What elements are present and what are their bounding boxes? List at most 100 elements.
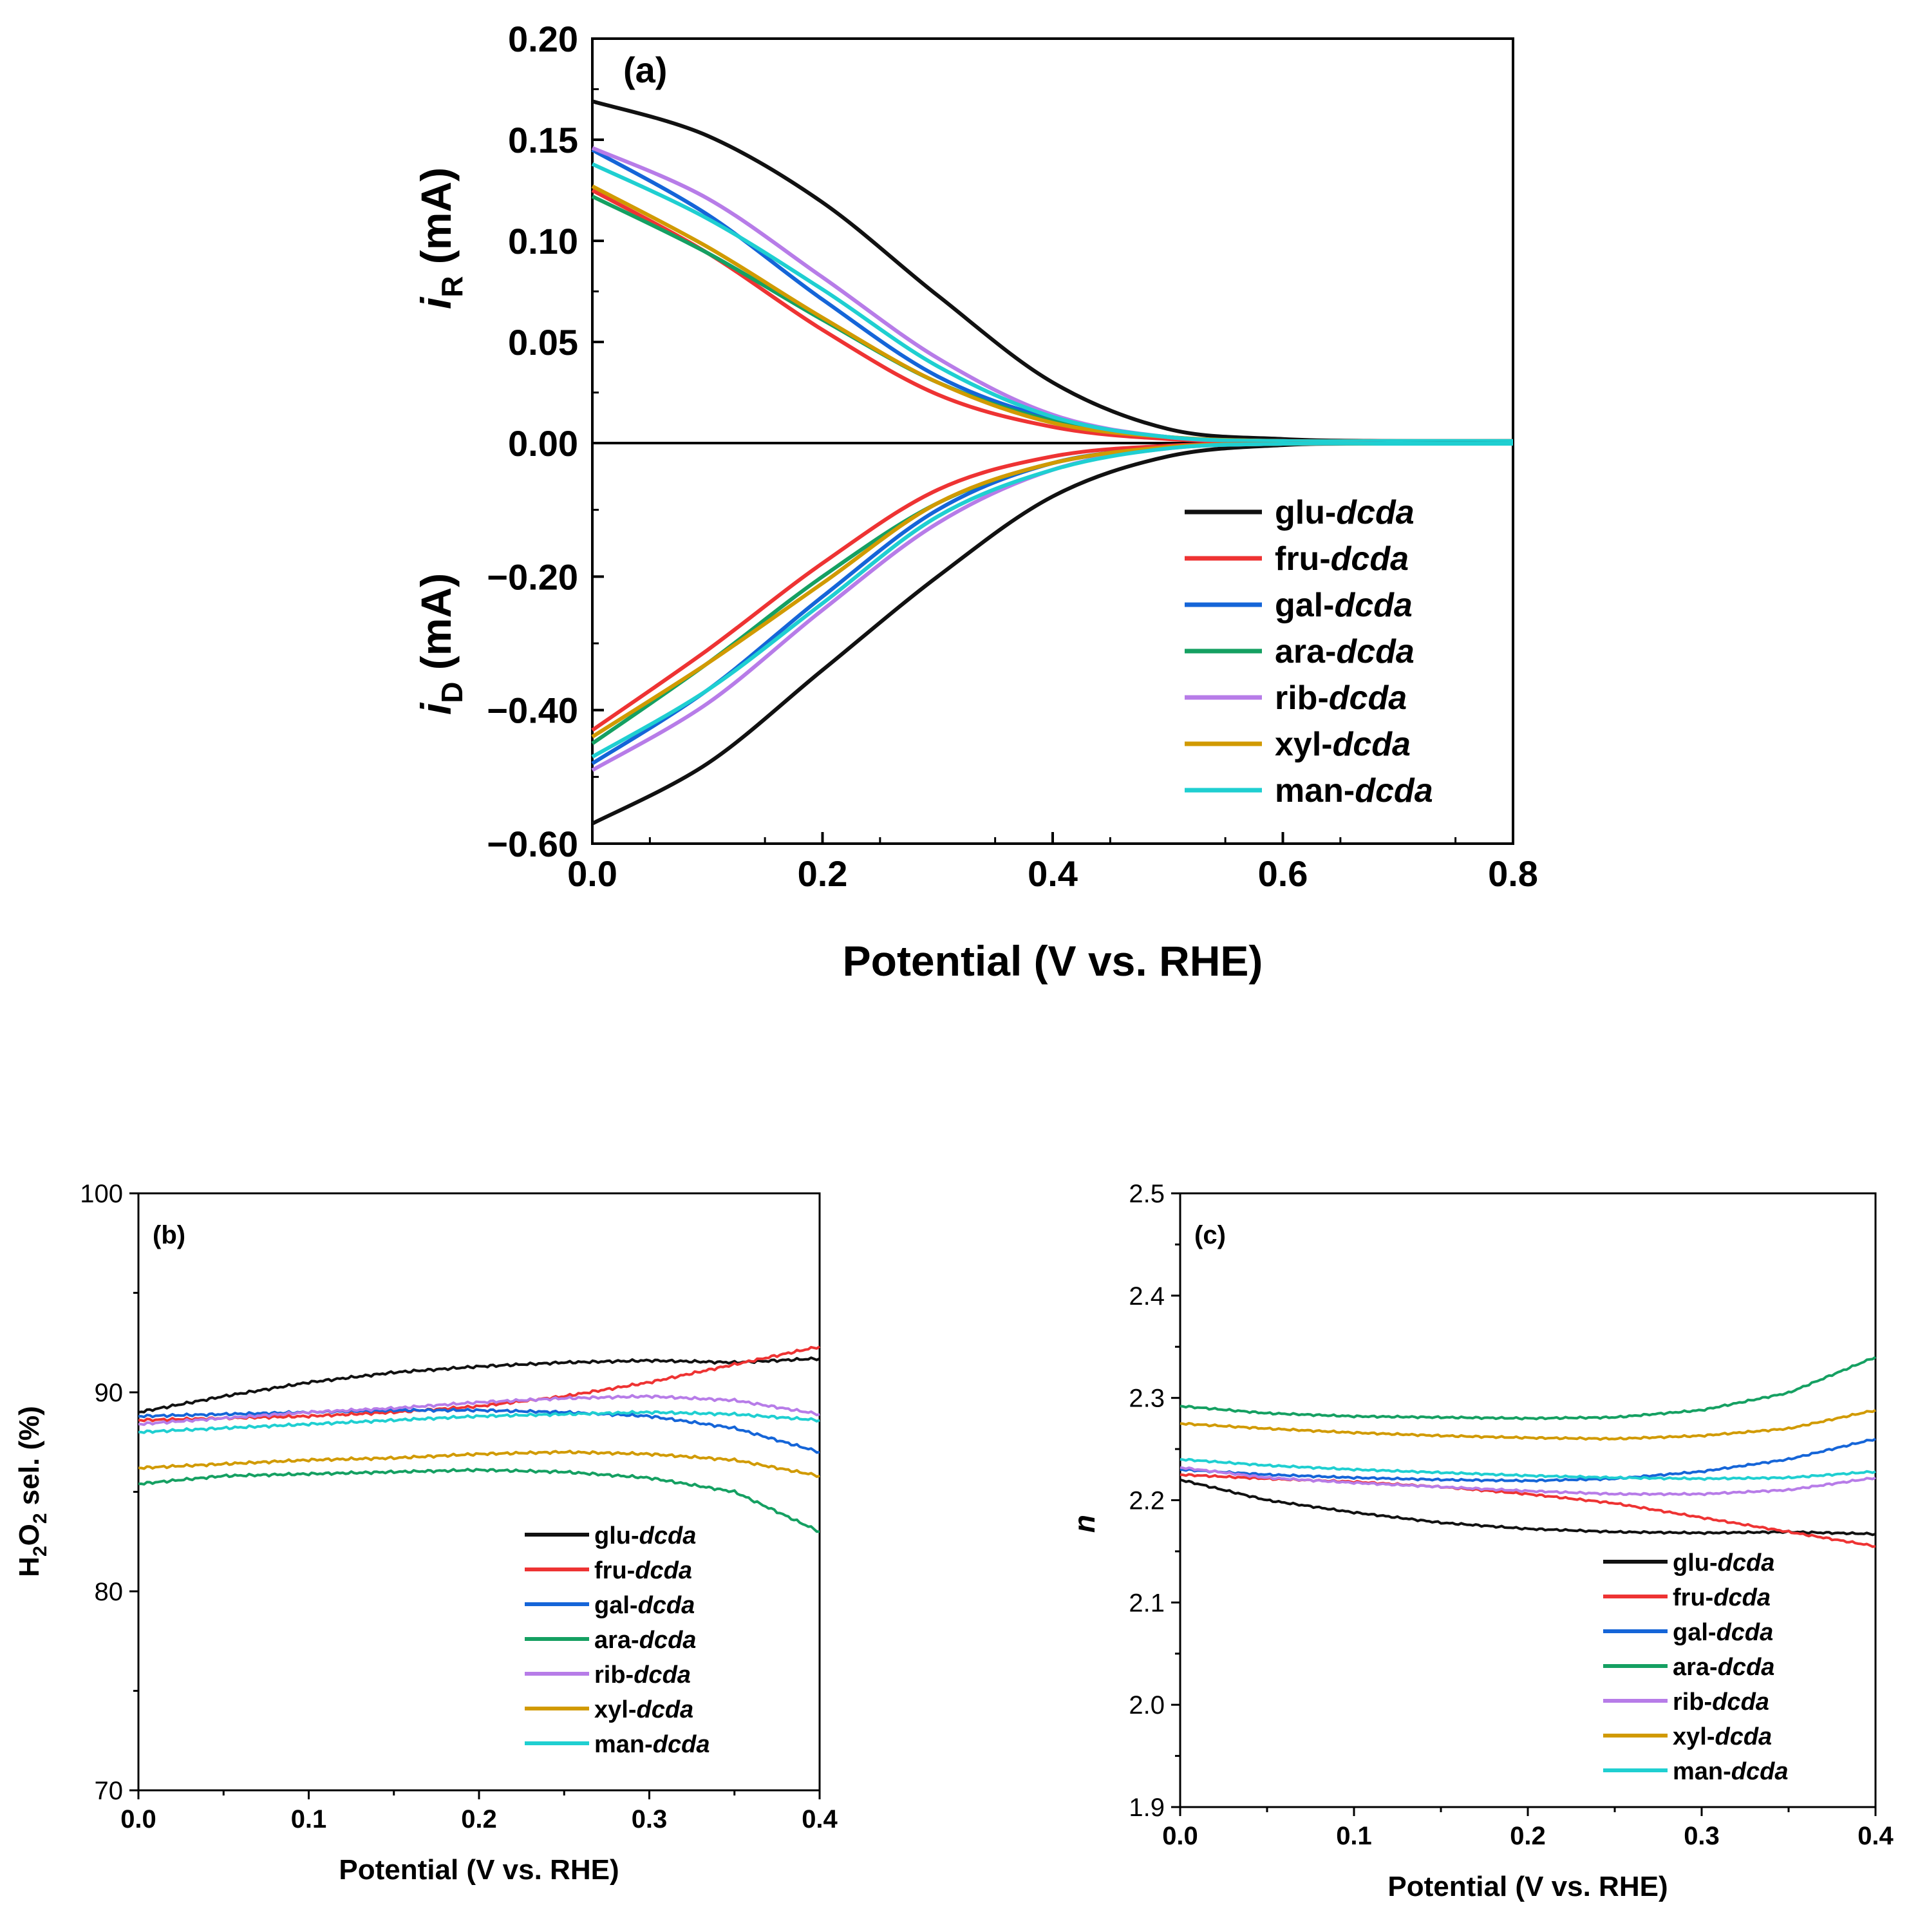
panel-c-curve-gal [1180,1437,1876,1483]
panel-a: 0.0 0.2 0.4 0.6 0.8 0.00 0.05 0.10 0.15 0.20 −0.60… [412,19,1538,985]
panel-c-curve-man [1180,1457,1876,1481]
panel-a-x-tick-label: 0.4 [1028,853,1078,894]
legend-label-prefix: xyl- [1673,1723,1715,1750]
panel-b-y-tick-label: 70 [95,1777,124,1805]
panel-a-x-tick-label: 0.6 [1258,853,1308,894]
legend-a-label-suffix: dcda [1336,633,1414,670]
legend-a-label-fru: fru-dcda [1275,540,1409,578]
panel-c-curve-glu [1180,1478,1876,1537]
panel-c-frame [1179,1192,1877,1808]
legend-label-prefix: glu- [594,1522,639,1549]
panel-b-x-tick-label: 0.2 [461,1805,497,1833]
legend-label-suffix: dcda [653,1731,710,1758]
legend-b-label-man: man-dcda [594,1731,710,1758]
panel-c-x-axis-title: Potential (V vs. RHE) [1387,1871,1668,1902]
legend-a-label-prefix: ara- [1275,633,1336,670]
panel-b-y-axis-title-o: O [14,1524,45,1546]
panel-b-y-axis-title-sub1: 2 [30,1546,51,1557]
legend-b-label-gal: gal-dcda [594,1592,695,1619]
panel-b-y-axis-title-rest: sel. (%) [14,1406,45,1513]
legend-a-label-glu: glu-dcda [1275,494,1415,531]
panel-b-x-tick-label: 0.3 [632,1805,668,1833]
ring-curve-rib [591,146,1513,444]
panel-a-x-axis-title: Potential (V vs. RHE) [843,937,1263,985]
legend-label-prefix: glu- [1673,1549,1718,1577]
panel-b-curve-glu [138,1356,820,1414]
legend-a-label-prefix: fru- [1275,540,1331,578]
panel-c-curves [1180,1356,1877,1548]
panel-b-x-tick-label: 0.4 [802,1805,838,1833]
legend-a-label-suffix: dcda [1355,772,1433,810]
ring-curve-glu [592,99,1514,444]
legend-label-suffix: dcda [1718,1654,1775,1681]
panel-a-ring-tick-label: 0.20 [508,19,578,59]
legend-a-label-man: man-dcda [1275,772,1433,810]
panel-a-x-tick-label: 0.0 [567,853,617,894]
legend-b-label-ara: ara-dcda [594,1627,696,1654]
legend-c-label-rib: rib-dcda [1673,1689,1769,1716]
panel-b-y-axis-title-sub2: 2 [30,1513,51,1524]
legend-c-label-xyl: xyl-dcda [1673,1723,1772,1750]
legend-a-label-suffix: dcda [1331,540,1409,578]
panel-b-y-tick-label: 80 [95,1578,124,1606]
legend-label-suffix: dcda [1713,1584,1771,1611]
panel-a-x-tick-label: 0.2 [798,853,848,894]
panel-a-label: (a) [623,50,667,90]
ring-curve-fru [591,188,1513,444]
legend-label-prefix: man- [594,1731,653,1758]
legend-b-label-glu: glu-dcda [594,1522,696,1549]
legend-label-prefix: gal- [594,1592,638,1619]
legend-a-label-prefix: man- [1275,772,1355,810]
legend-label-prefix: xyl- [594,1696,636,1723]
ring-curve-man [591,162,1513,444]
panel-c: 0.0 0.1 0.2 0.3 0.4 1.9 2.0 2.1 2.2 2.3 2.4 2.5 Pote… [1067,1180,1894,1902]
legend-a-label-suffix: dcda [1333,726,1411,763]
legend-c-label-fru: fru-dcda [1673,1584,1771,1611]
legend-a-label-suffix: dcda [1329,679,1407,717]
legend-label-suffix: dcda [638,1592,695,1619]
panel-c-y-tick-label: 2.1 [1129,1589,1165,1617]
panel-b-legend: glu-dcdafru-dcdagal-dcdaara-dcdarib-dcda… [525,1522,710,1758]
panel-c-y-tick-label: 2.0 [1129,1691,1165,1719]
legend-a-label-gal: gal-dcda [1275,587,1413,624]
panel-b-x-tick-label: 0.0 [120,1805,156,1833]
legend-label-suffix: dcda [1716,1619,1774,1646]
legend-label-prefix: ara- [594,1627,639,1654]
panel-b-y-axis-title: H2O2 sel. (%) [14,1406,51,1577]
panel-a-ring-tick-label: 0.05 [508,322,578,363]
panel-c-curve-fru [1180,1473,1876,1548]
panel-a-disk-tick-label: −0.20 [487,556,578,597]
panel-c-y-tick-label: 2.5 [1129,1180,1165,1208]
panel-b-curve-gal [138,1407,820,1454]
legend-label-suffix: dcda [1718,1549,1775,1577]
legend-label-suffix: dcda [639,1522,697,1549]
panel-b-curve-man [138,1410,820,1434]
legend-c-label-glu: glu-dcda [1673,1549,1774,1577]
panel-a-x-tick-label: 0.8 [1488,853,1538,894]
legend-label-suffix: dcda [636,1696,693,1723]
panel-b-x-axis-title: Potential (V vs. RHE) [339,1854,619,1886]
panel-c-y-axis-title: n [1067,1515,1101,1533]
panel-b: 0.0 0.1 0.2 0.3 0.4 70 80 90 100 Potential (V vs.… [14,1180,838,1886]
legend-label-prefix: fru- [1673,1584,1713,1611]
disk-curve-man [591,441,1513,759]
panel-a-ring-tick-label: 0.00 [508,423,578,464]
panel-b-curve-rib [138,1394,820,1426]
panel-c-curve-ara [1180,1356,1877,1421]
panel-b-curve-ara [138,1468,820,1533]
panel-a-ring-tick-label: 0.15 [508,120,578,160]
legend-label-suffix: dcda [1731,1758,1789,1785]
panel-b-curve-xyl [138,1450,820,1478]
panel-c-x-tick-label: 0.0 [1162,1822,1198,1850]
legend-label-prefix: rib- [594,1662,634,1689]
panel-a-disk-tick-label: −0.60 [487,824,578,864]
panel-a-ring-axis-title-main: i [412,296,460,309]
panel-c-x-tick-label: 0.2 [1510,1822,1546,1850]
legend-c-label-gal: gal-dcda [1673,1619,1773,1646]
panel-a-ring-tick-label: 0.10 [508,221,578,261]
legend-label-prefix: ara- [1673,1654,1718,1681]
legend-label-prefix: gal- [1673,1619,1716,1646]
panel-c-y-tick-label: 1.9 [1129,1794,1165,1822]
panel-c-legend: glu-dcdafru-dcdagal-dcdaara-dcdarib-dcda… [1603,1549,1789,1785]
